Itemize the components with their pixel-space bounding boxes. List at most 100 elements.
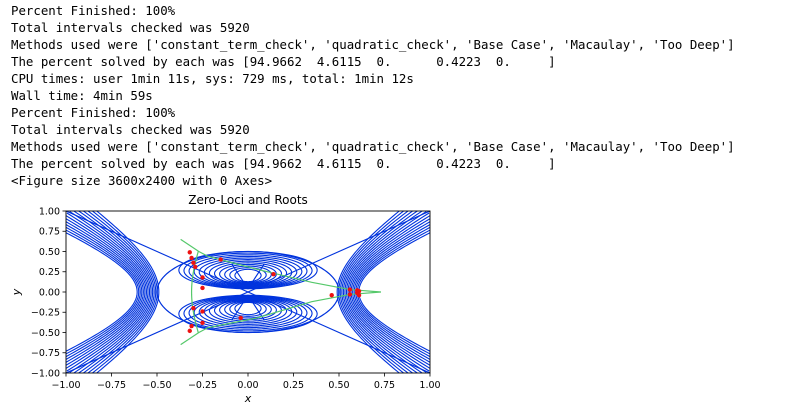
- contour-loop: [234, 301, 262, 316]
- zero-loci-plot: Zero-Loci and Roots −1.00 −0.75 −0.50 −0.25…: [10, 193, 441, 405]
- contour-hyperbola: [66, 214, 147, 370]
- x-tick-label: 1.00: [419, 380, 440, 391]
- x-axis-ticks: −1.00 −0.75 −0.50 −0.25 0.00 0.25 0.50 0.75 1.00: [51, 373, 441, 391]
- root-point: [271, 271, 276, 277]
- output-line: The percent solved by each was [94.9662 …: [11, 156, 556, 171]
- root-point: [238, 315, 243, 321]
- contour-loop: [188, 295, 308, 330]
- y-tick-label: 1.00: [39, 206, 60, 217]
- y-axis-label: y: [10, 288, 23, 296]
- contour-hyperbola: [66, 218, 146, 366]
- contour-loop: [183, 295, 313, 332]
- x-tick-label: −0.50: [142, 380, 171, 391]
- contour-loop: [178, 294, 318, 334]
- x-tick-label: 0.50: [328, 380, 349, 391]
- contour-loop: [234, 268, 262, 283]
- contour-hyperbola: [345, 211, 427, 373]
- output-line: Methods used were ['constant_term_check'…: [11, 37, 735, 52]
- contour-hourglass: [231, 294, 265, 321]
- root-point: [189, 323, 194, 329]
- contour-hyperbola: [356, 229, 430, 355]
- root-point: [191, 306, 196, 311]
- contour-hourglass: [231, 263, 265, 290]
- contour-hyperbola: [87, 211, 157, 373]
- output-line: Wall time: 4min 59s: [11, 88, 153, 103]
- y-axis-ticks: 1.00 0.75 0.50 0.25 0.00 −0.25 −0.50 −0.75 −1.00: [31, 206, 66, 379]
- output-line: <Figure size 3600x2400 with 0 Axes>: [11, 173, 273, 188]
- root-point: [200, 320, 205, 325]
- contour-hyperbola: [77, 211, 154, 373]
- root-point: [193, 264, 198, 270]
- contour-hyperbola: [342, 211, 419, 373]
- x-tick-label: −0.25: [188, 380, 217, 391]
- y-tick-label: −0.25: [31, 308, 60, 319]
- contour-hyperbola: [341, 211, 414, 373]
- contour-hyperbola: [69, 211, 151, 373]
- output-line: Methods used were ['constant_term_check'…: [11, 139, 735, 154]
- contour-lines: [66, 211, 430, 373]
- output-line: Total intervals checked was 5920: [11, 122, 250, 137]
- root-markers: [187, 250, 362, 334]
- contour-loop: [183, 252, 313, 289]
- root-point: [356, 293, 362, 298]
- contour-hyperbola: [82, 211, 155, 373]
- contour-hyperbola: [66, 229, 140, 355]
- contour-loop: [213, 262, 283, 285]
- contour-loop: [188, 254, 308, 289]
- contour-diagonal: [66, 211, 430, 373]
- y-tick-label: 0.50: [39, 247, 60, 258]
- root-point: [347, 292, 353, 297]
- cell-output: Percent Finished: 100% Total intervals c…: [11, 2, 786, 189]
- contour-hyperbola: [339, 211, 409, 373]
- contour-loop: [178, 250, 318, 290]
- contour-loop: [219, 299, 277, 321]
- root-point: [189, 255, 194, 261]
- output-line: Percent Finished: 100%: [11, 105, 176, 120]
- contour-hyperbola: [72, 211, 152, 373]
- root-point: [200, 285, 205, 291]
- contour-hyperbola: [358, 232, 430, 352]
- contour-hyperbola: [66, 232, 138, 352]
- contour-loop: [224, 265, 272, 284]
- x-tick-label: 0.00: [237, 380, 258, 391]
- y-tick-label: 0.00: [39, 287, 60, 298]
- output-line: The percent solved by each was [94.9662 …: [11, 54, 556, 69]
- output-line: CPU times: user 1min 11s, sys: 729 ms, t…: [11, 71, 414, 86]
- contour-hyperbola: [347, 212, 430, 372]
- contour-loop: [229, 267, 267, 283]
- contour-loop: [198, 297, 298, 327]
- y-tick-label: −1.00: [31, 368, 60, 379]
- root-point: [200, 275, 205, 280]
- root-point: [356, 288, 362, 294]
- contour-hyperbola: [353, 223, 430, 361]
- y-tick-label: −0.75: [31, 348, 60, 359]
- contour-loop: [198, 257, 298, 287]
- contour-loop: [219, 263, 277, 285]
- x-tick-label: 0.75: [374, 380, 395, 391]
- contour-hyperbola: [349, 214, 430, 370]
- contour-ellipse: [156, 250, 340, 334]
- contour-loop: [213, 299, 283, 322]
- contour-hyperbola: [344, 211, 424, 373]
- contour-hyperbola: [66, 212, 149, 372]
- root-point: [200, 309, 205, 314]
- root-point: [218, 257, 223, 262]
- contour-loop: [229, 301, 267, 317]
- x-tick-label: 0.25: [283, 380, 304, 391]
- y-tick-label: −0.50: [31, 328, 60, 339]
- contour-hyperbola: [66, 226, 141, 358]
- root-point: [347, 287, 353, 292]
- contour-hyperbola: [350, 218, 430, 366]
- contour-hyperbola: [66, 221, 144, 363]
- root-point: [187, 328, 192, 334]
- root-point: [191, 260, 196, 266]
- plot-title: Zero-Loci and Roots: [188, 193, 308, 207]
- contour-loop: [193, 296, 303, 329]
- y-tick-label: 0.75: [39, 227, 60, 238]
- root-point: [329, 293, 334, 298]
- x-tick-label: −0.75: [97, 380, 126, 391]
- contour-hyperbola: [66, 223, 143, 361]
- y-tick-label: 0.25: [39, 267, 60, 278]
- x-tick-label: −1.00: [51, 380, 80, 391]
- contour-loop: [193, 255, 303, 288]
